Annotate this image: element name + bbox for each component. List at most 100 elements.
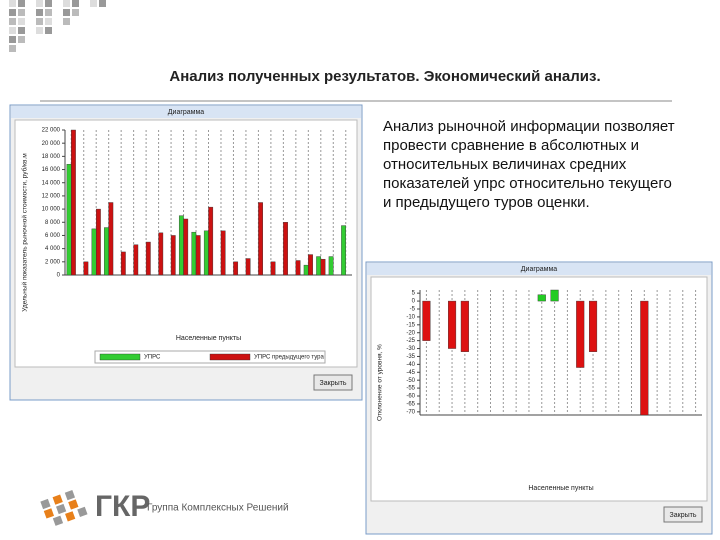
decor xyxy=(18,9,25,16)
button-label: Закрыть xyxy=(670,512,697,519)
bar xyxy=(589,300,598,352)
bar xyxy=(83,261,89,276)
y-tick-label: 18 000 xyxy=(42,154,61,160)
logo-mark xyxy=(64,490,76,501)
y-axis-title: Отклонение от уровня, % xyxy=(377,344,384,421)
bar xyxy=(191,231,197,276)
legend-label: УПРС предыдущего тура xyxy=(254,355,325,361)
logo-mark xyxy=(43,508,55,519)
y-tick-label: 10 000 xyxy=(42,207,61,213)
y-tick-label: -30 xyxy=(406,346,415,352)
bar xyxy=(270,261,276,276)
bar xyxy=(170,235,176,276)
bar xyxy=(258,202,263,276)
decor xyxy=(90,0,97,7)
logo-mark xyxy=(77,506,88,518)
bar xyxy=(640,300,649,416)
bar xyxy=(91,228,97,276)
bar xyxy=(120,251,126,276)
bar xyxy=(448,300,457,349)
decor xyxy=(45,18,52,25)
y-tick-label: 4 000 xyxy=(45,246,61,252)
y-tick-label: 6 000 xyxy=(45,233,61,239)
bar xyxy=(208,206,214,276)
window-title: Диаграмма xyxy=(168,109,205,116)
decor xyxy=(9,18,16,25)
bar xyxy=(341,225,346,276)
bar xyxy=(537,294,546,302)
button xyxy=(663,506,703,523)
bar xyxy=(203,230,209,276)
bar xyxy=(460,300,469,352)
bar xyxy=(245,258,251,276)
bar xyxy=(71,129,76,276)
y-tick-label: -70 xyxy=(406,409,415,415)
bar xyxy=(66,164,72,276)
paragraph: Анализ рыночной информации позволяет про… xyxy=(383,118,675,211)
bar xyxy=(320,258,326,276)
y-tick-label: 12 000 xyxy=(42,193,61,199)
decor xyxy=(9,9,16,16)
decor xyxy=(36,27,43,34)
bar xyxy=(133,244,139,276)
button xyxy=(313,374,353,391)
y-axis-title: Удельный показатель рыночной стоимости, … xyxy=(21,153,29,312)
legend-swatch xyxy=(209,353,251,361)
bar xyxy=(308,254,313,276)
legend-label: УПРС xyxy=(144,355,161,361)
logo-mark xyxy=(52,494,63,505)
y-tick-label: -60 xyxy=(406,394,415,400)
decor xyxy=(63,0,70,7)
bar xyxy=(195,235,201,276)
logo-mark xyxy=(68,499,79,510)
decor xyxy=(18,27,25,34)
y-tick-label: 0 xyxy=(412,299,416,305)
decor xyxy=(18,0,25,7)
bar xyxy=(183,218,189,276)
decor xyxy=(18,36,25,43)
y-tick-label: 0 xyxy=(57,273,61,279)
decor xyxy=(63,18,70,25)
logo-mark xyxy=(55,503,67,515)
bar xyxy=(283,222,288,276)
y-tick-label: 5 xyxy=(412,291,416,297)
bar xyxy=(158,232,164,276)
logo-mark xyxy=(40,498,51,510)
bar xyxy=(576,300,585,368)
y-tick-label: -55 xyxy=(406,386,415,392)
y-tick-label: 2 000 xyxy=(45,259,61,265)
decor xyxy=(9,45,16,52)
bar xyxy=(422,300,431,341)
y-tick-label: -40 xyxy=(406,362,415,368)
slide-title: Анализ полученных результатов. Экономиче… xyxy=(169,68,601,85)
y-tick-label: -20 xyxy=(406,330,415,336)
y-tick-label: -45 xyxy=(406,370,415,376)
logo-abbr: ГКР xyxy=(95,490,150,523)
logo-name: Группа Комплексных Решений xyxy=(147,503,289,514)
y-tick-label: -35 xyxy=(406,354,415,360)
y-tick-label: 8 000 xyxy=(45,220,61,226)
decor xyxy=(99,0,106,7)
decor xyxy=(18,18,25,25)
x-axis-title: Населенные пункты xyxy=(176,335,241,342)
y-tick-label: -50 xyxy=(406,378,415,384)
decor xyxy=(36,9,43,16)
bar xyxy=(303,264,309,276)
decor xyxy=(45,27,52,34)
y-tick-label: -10 xyxy=(406,314,415,320)
decor xyxy=(63,9,70,16)
window-title: Диаграмма xyxy=(521,266,558,273)
bar xyxy=(95,208,101,276)
decor xyxy=(9,27,16,34)
panel xyxy=(370,276,708,502)
y-tick-label: -65 xyxy=(406,402,415,408)
bar xyxy=(178,215,184,276)
window-header xyxy=(367,263,711,275)
logo-mark xyxy=(52,515,64,526)
bar xyxy=(104,227,109,276)
legend-swatch xyxy=(99,353,141,361)
decor xyxy=(45,9,52,16)
window-header xyxy=(11,106,361,118)
x-axis-title: Населенные пункты xyxy=(528,485,593,492)
